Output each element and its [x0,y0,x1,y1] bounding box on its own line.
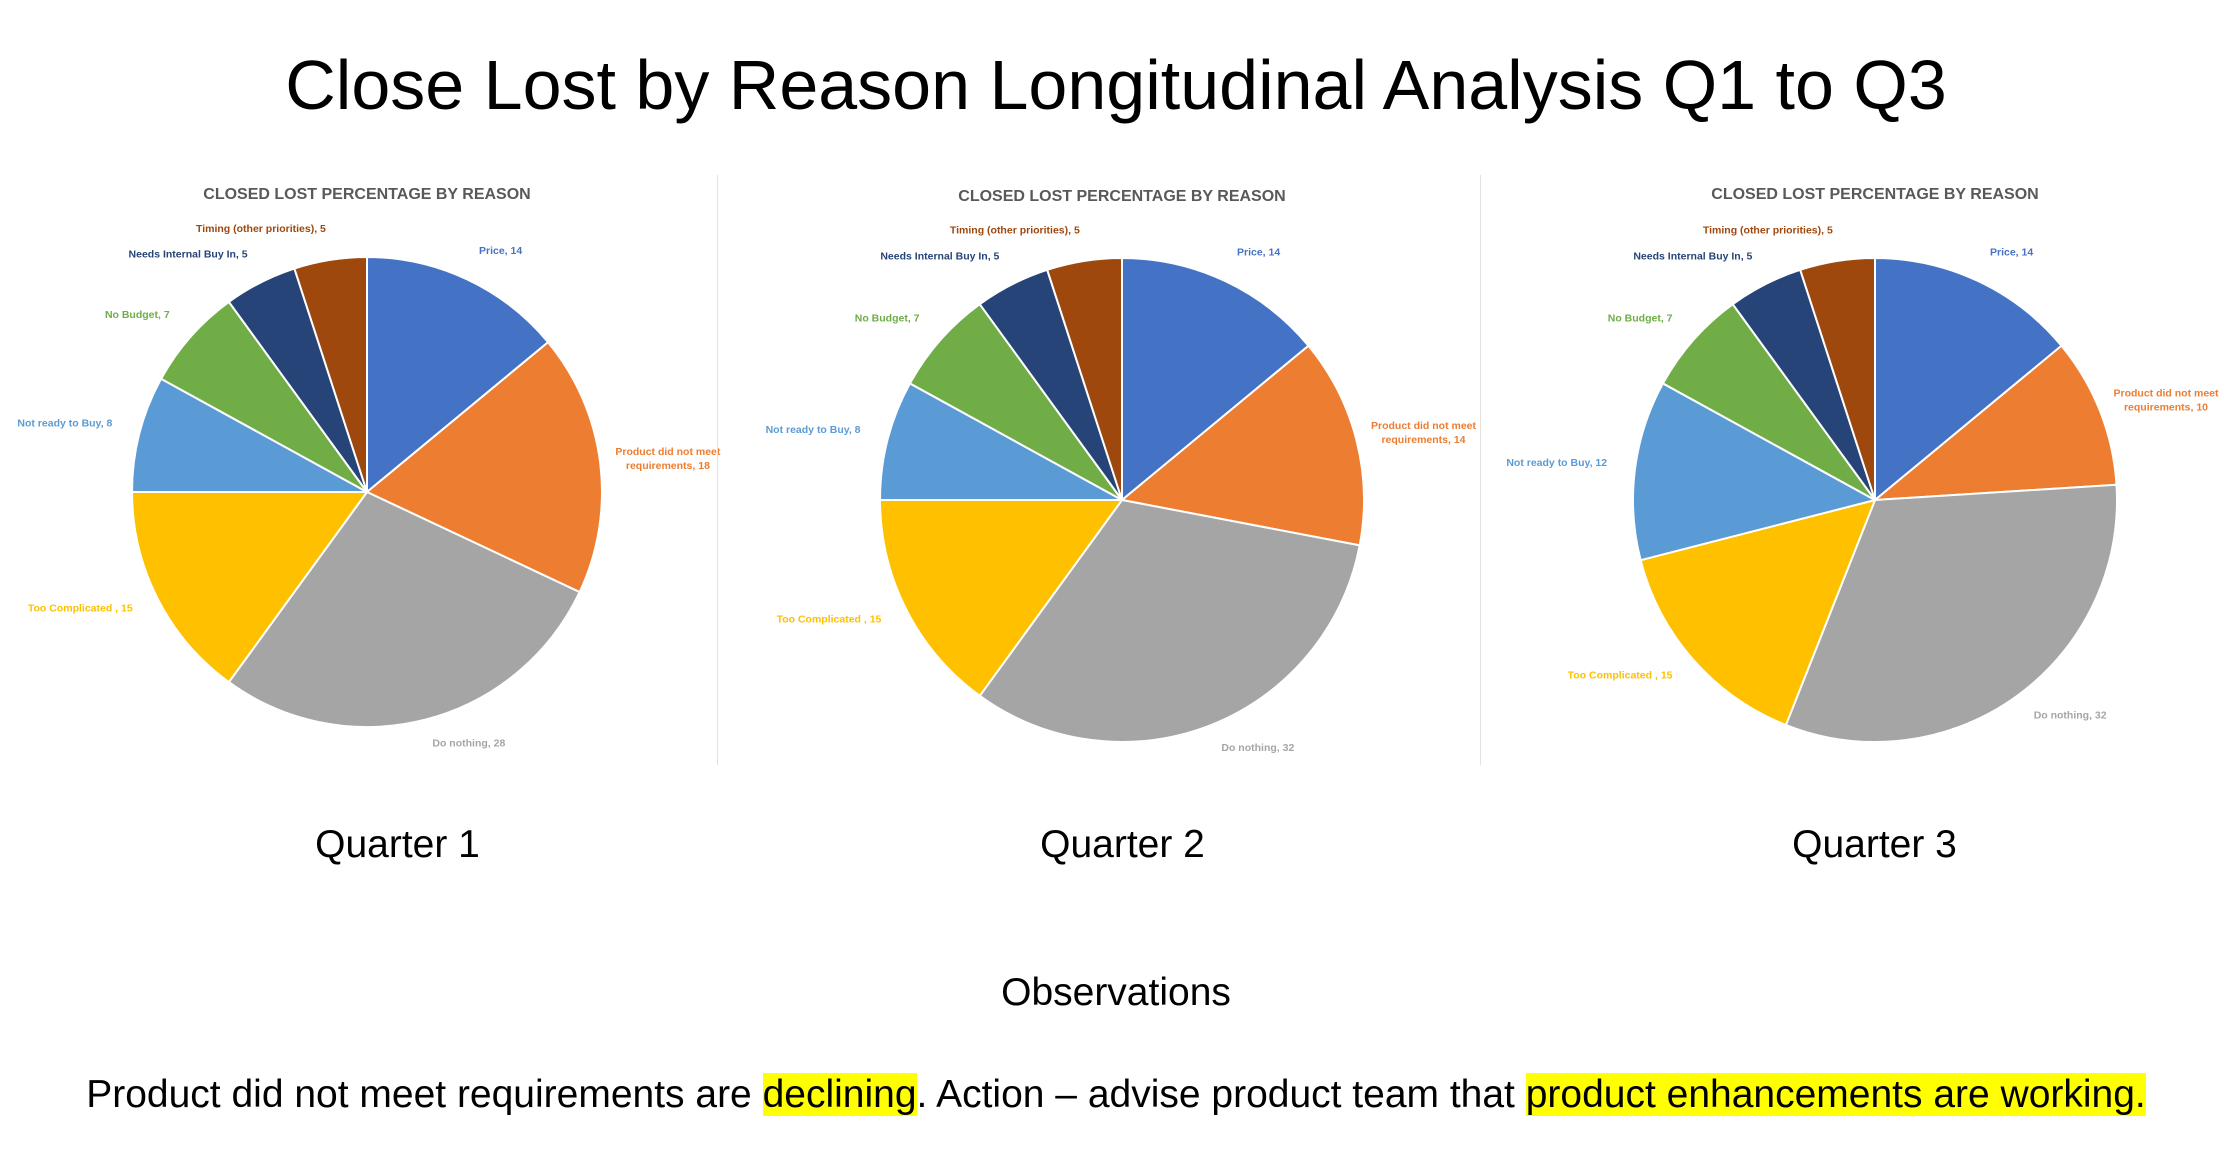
data-label-timing-other-priorities: Timing (other priorities), 5 [950,224,1080,236]
data-label-too-complicated: Too Complicated , 15 [1568,670,1673,682]
chart-title: CLOSED LOST PERCENTAGE BY REASON [1711,186,2038,203]
data-label-line: Product did not meet [615,446,721,458]
data-label-do-nothing: Do nothing, 32 [2034,709,2107,721]
chart-title: CLOSED LOST PERCENTAGE BY REASON [203,186,530,203]
chart-panel-q1: CLOSED LOST PERCENTAGE BY REASON Price, 1… [0,170,745,770]
data-label-line: Product did not meet [1371,420,1477,432]
data-label-price: Price, 14 [479,245,522,257]
data-label-price: Price, 14 [1237,247,1280,259]
pie-slice-no-budget [908,302,1123,501]
pie-slice-product-did-not-meet-requirements [1871,344,2118,502]
quarter-label-q1: Quarter 1 [315,823,480,866]
pie-slice-price [366,255,550,495]
data-label-no-budget: No Budget, 7 [1608,312,1673,324]
observation-highlight-declining: declining [762,1073,917,1116]
pie-chart-q2: CLOSED LOST PERCENTAGE BY REASON Price, 1… [766,188,1477,754]
pie-slice-timing-other-priorities [1045,256,1123,501]
pie-slice-not-ready-to-buy [1631,382,1878,562]
pie-slice-not-ready-to-buy [130,377,368,493]
data-label-no-budget: No Budget, 7 [105,309,170,321]
data-label-line: requirements, 10 [2124,402,2208,414]
data-label-no-budget: No Budget, 7 [855,312,920,324]
data-label-timing-other-priorities: Timing (other priorities), 5 [196,223,326,235]
pie-chart-q1: CLOSED LOST PERCENTAGE BY REASON Price, 1… [17,186,721,750]
data-label-needs-internal-buy-in: Needs Internal Buy In, 5 [880,250,999,262]
quarter-label-q2: Quarter 2 [1040,823,1205,866]
pie-slice-price [1121,256,1310,503]
pie-slice-do-nothing [1784,483,2118,743]
pie-slice-too-complicated [1639,498,1877,727]
pie-slice-not-ready-to-buy [878,382,1123,501]
data-label-do-nothing: Do nothing, 32 [1221,742,1294,754]
data-label-too-complicated: Too Complicated , 15 [777,614,882,626]
observation-part-1: Product did not meet requirements are [86,1073,763,1116]
pie-slice-product-did-not-meet-requirements [365,340,603,594]
pie-slice-too-complicated [130,491,369,684]
data-label-price: Price, 14 [1990,247,2033,259]
quarter-label-q3: Quarter 3 [1792,823,1957,866]
data-label-product-did-not-meet-requirements: Product did not meet requirements, 18 [615,446,721,472]
data-label-do-nothing: Do nothing, 28 [432,738,505,750]
observation-text: Product did not meet requirements are de… [0,1069,2232,1121]
pie-slice-timing-other-priorities [293,255,368,493]
pie-slice-no-budget [159,300,368,493]
data-label-product-did-not-meet-requirements: Product did not meet requirements, 14 [1371,420,1477,446]
pie-slice-product-did-not-meet-requirements [1119,344,1365,547]
pie-slice-too-complicated [878,499,1124,698]
chart-title: CLOSED LOST PERCENTAGE BY REASON [958,188,1285,205]
data-label-timing-other-priorities: Timing (other priorities), 5 [1703,224,1833,236]
chart-panel-q3: CLOSED LOST PERCENTAGE BY REASON Price, 1… [1490,170,2232,770]
data-label-too-complicated: Too Complicated , 15 [28,602,133,614]
pie-slice-do-nothing [227,490,581,728]
data-label-product-did-not-meet-requirements: Product did not meet requirements, 10 [2114,388,2220,414]
observation-part-2: . Action – advise product team that [916,1073,1526,1116]
data-label-not-ready-to-buy: Not ready to Buy, 8 [766,424,861,436]
slide-title: Close Lost by Reason Longitudinal Analys… [285,46,1947,124]
pie-slice-timing-other-priorities [1798,256,1876,501]
data-label-needs-internal-buy-in: Needs Internal Buy In, 5 [129,249,248,261]
chart-divider [717,175,718,765]
chart-divider [1480,175,1481,765]
pie-slice-do-nothing [978,498,1361,743]
data-label-not-ready-to-buy: Not ready to Buy, 8 [17,418,112,430]
observation-highlight-enhancements: product enhancements are working. [1525,1073,2146,1116]
data-label-line: requirements, 18 [626,460,710,472]
observations-heading: Observations [1001,971,1231,1014]
data-label-line: Product did not meet [2114,388,2220,400]
data-label-line: requirements, 14 [1381,434,1465,446]
data-label-needs-internal-buy-in: Needs Internal Buy In, 5 [1633,250,1752,262]
chart-panel-q2: CLOSED LOST PERCENTAGE BY REASON Price, 1… [745,170,1490,770]
pie-slice-no-budget [1661,302,1876,501]
data-label-not-ready-to-buy: Not ready to Buy, 12 [1506,457,1607,469]
pie-slice-price [1874,256,2063,503]
pie-chart-q3: CLOSED LOST PERCENTAGE BY REASON Price, 1… [1506,186,2220,743]
